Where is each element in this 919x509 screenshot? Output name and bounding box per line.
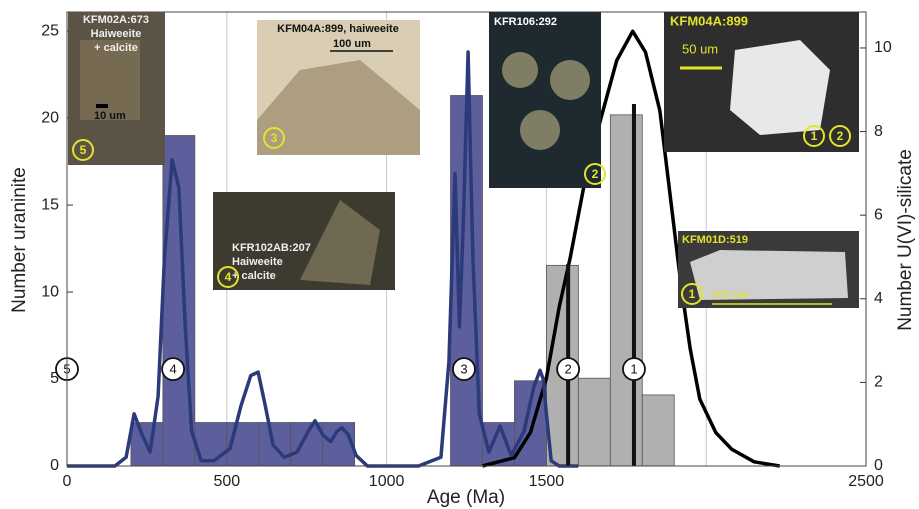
inset-circle-label: 1 <box>811 129 818 143</box>
inset-title: KFM04A:899 <box>670 13 748 28</box>
x-tick-label: 2500 <box>848 473 884 490</box>
photo-texture <box>520 110 560 150</box>
y2-tick-label: 0 <box>874 457 883 474</box>
y-axis-label: Number uraninite <box>9 167 30 313</box>
y-tick-label: 20 <box>41 109 59 126</box>
photo-texture <box>502 52 538 88</box>
y2-tick-label: 8 <box>874 123 883 140</box>
x-tick-label: 1000 <box>369 473 405 490</box>
y-tick-label: 0 <box>50 457 59 474</box>
histogram-bar <box>578 378 610 466</box>
x-tick-label: 500 <box>213 473 240 490</box>
scale-label: 50 um <box>682 41 718 56</box>
x-tick-label: 1500 <box>529 473 565 490</box>
scale-label: 200 um <box>712 289 749 301</box>
inset-title: KFR102AB:207 <box>232 242 311 254</box>
x-axis-label: Age (Ma) <box>427 487 505 508</box>
inset-text: Haiweeite <box>91 28 142 40</box>
annotation-label: 3 <box>460 362 467 377</box>
annotation-label: 1 <box>630 362 637 377</box>
histogram-bar <box>610 115 642 466</box>
y2-tick-label: 2 <box>874 374 883 391</box>
inset-title: KFR106:292 <box>494 16 557 28</box>
inset-circle-label: 5 <box>80 143 87 157</box>
x-tick-label: 0 <box>63 473 72 490</box>
inset-title: KFM01D:519 <box>682 234 748 246</box>
inset-circle-label: 3 <box>271 131 278 145</box>
y2-axis-label: Number U(VI)-silicate <box>895 149 916 331</box>
inset-photo: KFM01D:519 200 um 1 <box>678 231 859 308</box>
y2-tick-label: 10 <box>874 39 892 56</box>
inset-title: KFM02A:673 <box>83 14 149 26</box>
annotation-label: 4 <box>169 362 176 377</box>
inset-circle-label: 2 <box>837 129 844 143</box>
inset-photo: KFR106:292 2 <box>489 12 605 188</box>
inset-photo: KFM02A:673 Haiweeite + calcite 10 um 5 <box>68 12 165 165</box>
inset-text: + calcite <box>94 42 138 54</box>
chart: 05001000150025000510152025024681054321 A… <box>0 0 919 509</box>
y-tick-label: 25 <box>41 22 59 39</box>
scale-label: 100 um <box>333 38 371 50</box>
histogram-bar <box>642 395 674 466</box>
y2-tick-label: 6 <box>874 206 883 223</box>
y-tick-label: 10 <box>41 283 59 300</box>
inset-circle-label: 2 <box>592 167 599 181</box>
inset-photo: KFR102AB:207 Haiweeite + calcite 4 <box>213 192 395 290</box>
scale-label: 10 um <box>94 110 126 122</box>
inset-circle-label: 1 <box>689 287 696 301</box>
photo <box>489 12 601 188</box>
annotation-label: 2 <box>565 362 572 377</box>
y2-tick-label: 4 <box>874 290 883 307</box>
inset-text: Haiweeite <box>232 256 283 268</box>
inset-photo: KFM04A:899, haiweeite 100 um 3 <box>257 20 420 155</box>
inset-title: KFM04A:899, haiweeite <box>277 23 399 35</box>
photo-texture <box>550 60 590 100</box>
y-tick-label: 15 <box>41 196 59 213</box>
inset-photo: KFM04A:899 50 um 1 2 <box>664 12 859 152</box>
inset-circle-label: 4 <box>225 270 232 284</box>
